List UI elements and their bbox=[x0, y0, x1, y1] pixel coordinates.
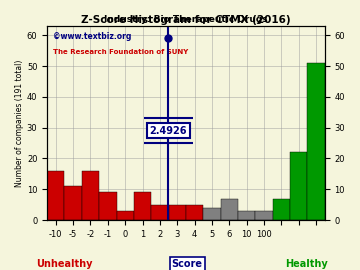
Bar bbox=[151, 205, 168, 220]
Text: Industry: Bio Therapeutic Drugs: Industry: Bio Therapeutic Drugs bbox=[104, 15, 268, 24]
Bar bbox=[203, 208, 221, 220]
Bar bbox=[186, 205, 203, 220]
Bar bbox=[47, 171, 64, 220]
Bar bbox=[273, 198, 290, 220]
Title: Z-Score Histogram for CTMX (2016): Z-Score Histogram for CTMX (2016) bbox=[81, 15, 291, 25]
Bar bbox=[117, 211, 134, 220]
Text: Score: Score bbox=[172, 259, 203, 269]
Text: ©www.textbiz.org: ©www.textbiz.org bbox=[53, 32, 131, 41]
Bar bbox=[168, 205, 186, 220]
Y-axis label: Number of companies (191 total): Number of companies (191 total) bbox=[15, 59, 24, 187]
Text: 2.4926: 2.4926 bbox=[150, 126, 187, 136]
Text: The Research Foundation of SUNY: The Research Foundation of SUNY bbox=[53, 49, 188, 55]
Bar bbox=[134, 192, 151, 220]
Bar bbox=[82, 171, 99, 220]
Text: Unhealthy: Unhealthy bbox=[37, 259, 93, 269]
Bar bbox=[255, 211, 273, 220]
Bar bbox=[64, 186, 82, 220]
Bar bbox=[307, 63, 325, 220]
Bar bbox=[221, 198, 238, 220]
Bar bbox=[238, 211, 255, 220]
Text: Healthy: Healthy bbox=[285, 259, 327, 269]
Bar bbox=[290, 152, 307, 220]
Bar bbox=[99, 192, 117, 220]
